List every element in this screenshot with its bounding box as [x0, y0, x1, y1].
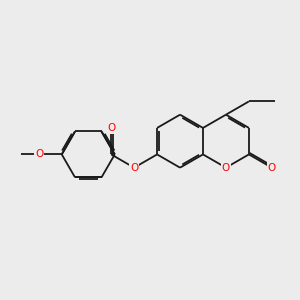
Text: O: O	[107, 123, 115, 133]
Text: O: O	[222, 163, 230, 173]
Text: O: O	[35, 149, 44, 159]
Text: O: O	[130, 163, 138, 173]
Text: O: O	[268, 163, 276, 173]
